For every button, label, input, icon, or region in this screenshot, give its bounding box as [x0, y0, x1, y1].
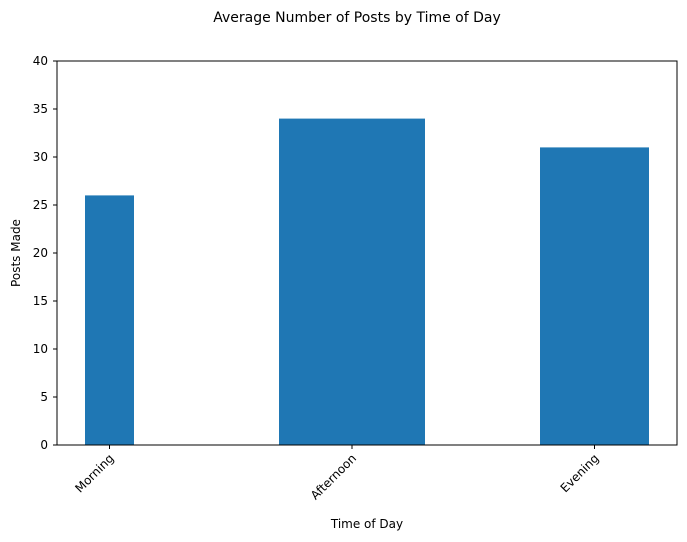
y-tick-label: 10: [33, 342, 48, 356]
x-tick-label-afternoon: Afternoon: [308, 451, 359, 502]
y-tick-label: 25: [33, 198, 48, 212]
plot-frame: [56, 60, 678, 446]
bar-evening: [540, 147, 649, 445]
y-axis-label: Posts Made: [9, 219, 23, 287]
y-tick-label: 40: [33, 54, 48, 68]
y-tick-label: 5: [40, 390, 48, 404]
bar-morning: [85, 195, 134, 445]
y-tick-label: 30: [33, 150, 48, 164]
chart-title: Average Number of Posts by Time of Day: [213, 10, 501, 26]
x-tick-label-evening: Evening: [558, 451, 602, 495]
bar-afternoon: [279, 118, 425, 445]
bars-group: [85, 118, 649, 445]
y-tick-label: 20: [33, 246, 48, 260]
y-tick-label: 0: [40, 438, 48, 452]
y-axis-ticks: 0 5 10 15 20 25 30 35 40: [33, 54, 57, 452]
x-tick-label-morning: Morning: [72, 451, 116, 495]
x-axis-ticks: Morning Afternoon Evening: [72, 445, 602, 502]
y-tick-label: 15: [33, 294, 48, 308]
x-axis-label: Time of Day: [330, 517, 403, 531]
y-tick-label: 35: [33, 102, 48, 116]
